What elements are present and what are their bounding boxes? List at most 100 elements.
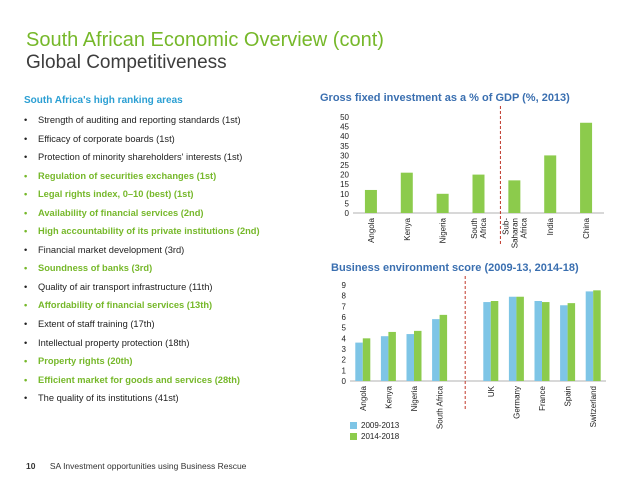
ranking-list: Strength of auditing and reporting stand… [24, 111, 314, 408]
x-tick-label-text: Kenya [384, 385, 393, 408]
y-tick-label: 35 [340, 142, 349, 151]
y-tick-label: 7 [342, 302, 347, 311]
legend-swatch-2014 [350, 433, 357, 440]
legend-label-2009: 2009-2013 [361, 421, 400, 430]
business-chart-legend: 2009-2013 2014-2018 [350, 420, 399, 442]
bar [544, 155, 557, 213]
y-tick-label: 0 [342, 377, 347, 386]
x-tick-label-line: Angola [367, 217, 376, 242]
bar [567, 303, 576, 381]
bar [483, 302, 491, 381]
ranking-item: Quality of air transport infrastructure … [24, 278, 314, 297]
y-tick-label: 4 [342, 334, 347, 343]
bar [414, 330, 422, 381]
x-tick-label-text: UK [487, 385, 496, 397]
bar [364, 189, 377, 213]
x-tick-label: India [546, 217, 555, 235]
x-tick-label: Nigeria [439, 217, 448, 243]
x-tick-label: UK [487, 385, 496, 397]
bar [436, 193, 449, 213]
y-tick-label: 20 [340, 171, 349, 180]
ranking-item: Efficacy of corporate boards (1st) [24, 130, 314, 149]
bar [400, 172, 413, 213]
bar [472, 174, 485, 213]
x-tick-label: France [538, 385, 547, 410]
footer: 10 SA Investment opportunities using Bus… [26, 461, 246, 471]
y-tick-label: 40 [340, 132, 349, 141]
x-tick-label-text: Spain [564, 386, 573, 406]
y-tick-label: 5 [342, 324, 347, 333]
x-tick-label-line: India [546, 217, 555, 235]
y-tick-label: 1 [342, 366, 347, 375]
y-tick-label: 10 [340, 190, 349, 199]
x-tick-label: Germany [512, 386, 521, 419]
x-tick-label: Kenya [403, 217, 412, 240]
ranking-item: Protection of minority shareholders' int… [24, 148, 314, 167]
bar [508, 296, 517, 381]
bar [355, 342, 363, 381]
x-tick-label-line: Africa [519, 217, 528, 238]
x-tick-label: Kenya [384, 385, 393, 408]
ranking-item: Intellectual property protection (18th) [24, 334, 314, 353]
bar [432, 319, 440, 381]
legend-item-2014: 2014-2018 [350, 431, 399, 442]
bar [380, 336, 389, 381]
y-tick-label: 50 [340, 113, 349, 122]
x-tick-label-text: Nigeria [410, 385, 419, 411]
bar [542, 302, 550, 381]
ranking-item: The quality of its institutions (41st) [24, 389, 314, 408]
x-tick-label: South Africa [436, 385, 445, 429]
y-tick-label: 6 [342, 313, 347, 322]
bar [534, 301, 542, 381]
x-tick-label-line: China [582, 217, 591, 238]
y-tick-label: 5 [345, 199, 350, 208]
bar [490, 301, 499, 381]
ranking-item: Extent of staff training (17th) [24, 315, 314, 334]
ranking-item: Soundness of banks (3rd) [24, 259, 314, 278]
x-tick-label-text: Switzerland [589, 386, 598, 427]
bar [516, 296, 524, 381]
x-tick-label: Angola [367, 217, 376, 242]
x-tick-label-line: Kenya [403, 217, 412, 240]
bar [439, 314, 448, 381]
bar [580, 122, 593, 213]
legend-swatch-2009 [350, 422, 357, 429]
ranking-item: Efficient market for goods and services … [24, 371, 314, 390]
page-title: South African Economic Overview (cont) [26, 29, 384, 51]
page-subtitle: Global Competitiveness [26, 52, 227, 73]
y-tick-label: 25 [340, 161, 349, 170]
gfi-chart-title: Gross fixed investment as a % of GDP (%,… [320, 92, 570, 104]
ranking-item: Affordability of financial services (13t… [24, 296, 314, 315]
ranking-item: Financial market development (3rd) [24, 241, 314, 260]
x-tick-label-line: Nigeria [439, 217, 448, 243]
y-tick-label: 15 [340, 180, 349, 189]
x-tick-label: Spain [564, 386, 573, 406]
x-tick-label-line: Africa [479, 217, 488, 238]
ranking-item: Property rights (20th) [24, 352, 314, 371]
x-tick-label: China [582, 217, 591, 238]
x-tick-label-text: Angola [359, 385, 368, 410]
y-tick-label: 30 [340, 151, 349, 160]
bar [585, 291, 594, 381]
x-tick-label: Angola [359, 385, 368, 410]
x-tick-label-line: South [470, 218, 479, 239]
ranking-item: Legal rights index, 0–10 (best) (1st) [24, 185, 314, 204]
bar [362, 338, 371, 381]
x-tick-label-text: France [538, 385, 547, 410]
x-tick-label-text: Germany [512, 386, 521, 419]
x-tick-label-line: Sub- [501, 218, 510, 235]
ranking-item: Strength of auditing and reporting stand… [24, 111, 314, 130]
y-tick-label: 8 [342, 292, 347, 301]
bar [406, 334, 414, 381]
x-tick-label: Switzerland [589, 386, 598, 427]
business-chart-title: Business environment score (2009-13, 201… [331, 262, 579, 274]
x-tick-label: Nigeria [410, 385, 419, 411]
x-tick-label-text: South Africa [436, 385, 445, 429]
ranking-item: Availability of financial services (2nd) [24, 204, 314, 223]
bar [388, 331, 396, 381]
ranking-item: High accountability of its private insti… [24, 222, 314, 241]
x-tick-label: South Africa [470, 217, 488, 238]
x-tick-label-line: Saharan [510, 218, 519, 248]
